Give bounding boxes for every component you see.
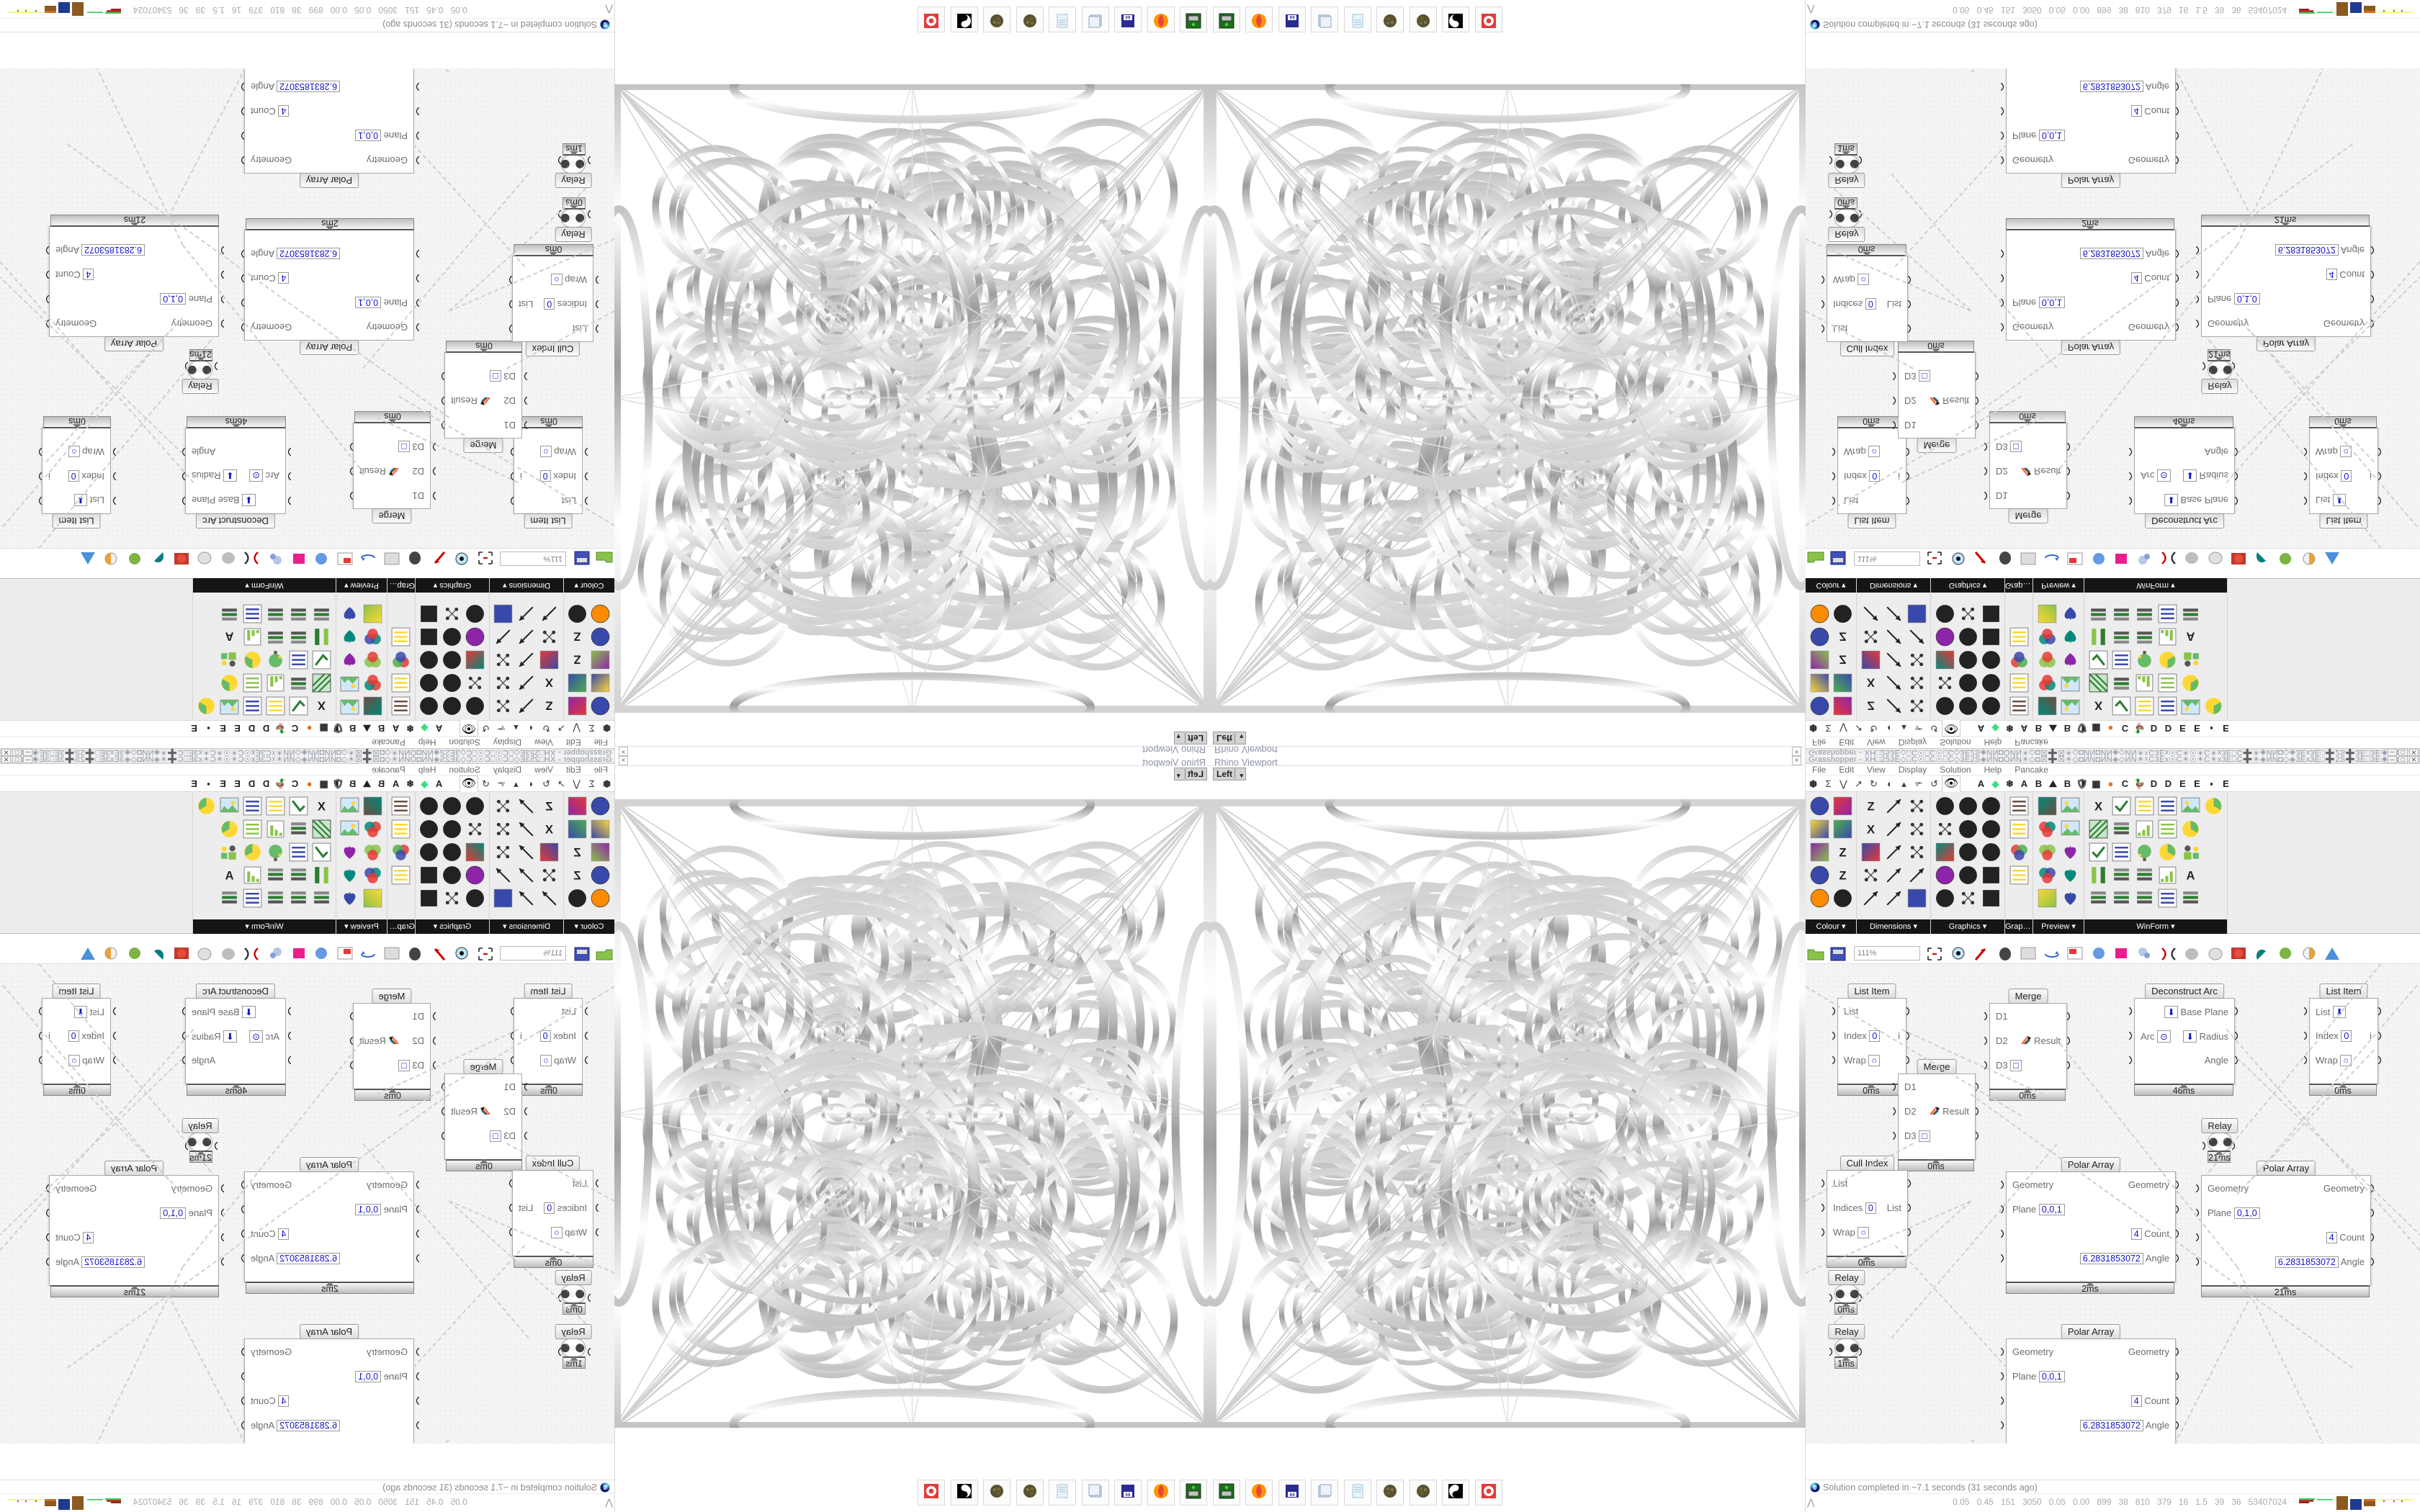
svg-text:Z: Z — [1867, 799, 1874, 813]
svg-text:X: X — [1866, 822, 1874, 836]
svg-text:Z: Z — [1839, 630, 1846, 644]
svg-text:Z: Z — [574, 868, 581, 882]
svg-text:0: 0 — [1814, 1485, 1817, 1491]
svg-text:Z: Z — [1867, 699, 1874, 713]
svg-text:64: 64 — [1125, 1493, 1130, 1498]
svg-text:A: A — [2186, 868, 2195, 882]
svg-text:X: X — [318, 699, 326, 713]
svg-text:A: A — [225, 630, 234, 644]
svg-text:Z: Z — [546, 799, 553, 813]
svg-text:Z: Z — [574, 630, 581, 644]
svg-text:0: 0 — [603, 1485, 606, 1491]
svg-text:Z: Z — [1839, 868, 1846, 882]
svg-text:A: A — [2186, 630, 2195, 644]
svg-text:0: 0 — [603, 21, 606, 27]
svg-text:X: X — [545, 822, 553, 836]
svg-text:X: X — [545, 676, 553, 690]
svg-text:X: X — [318, 799, 326, 813]
svg-text:Z: Z — [574, 653, 581, 667]
svg-text:A: A — [225, 868, 234, 882]
svg-text:64: 64 — [1290, 1493, 1295, 1498]
svg-text:64: 64 — [1125, 14, 1130, 19]
svg-text:Z: Z — [546, 699, 553, 713]
svg-text:X: X — [2094, 799, 2102, 813]
svg-text:64: 64 — [1290, 14, 1295, 19]
svg-text:Z: Z — [574, 845, 581, 859]
svg-text:0: 0 — [1814, 21, 1817, 27]
svg-text:X: X — [2094, 699, 2102, 713]
svg-text:X: X — [1866, 676, 1874, 690]
svg-text:Z: Z — [1839, 845, 1846, 859]
svg-text:Z: Z — [1839, 653, 1846, 667]
